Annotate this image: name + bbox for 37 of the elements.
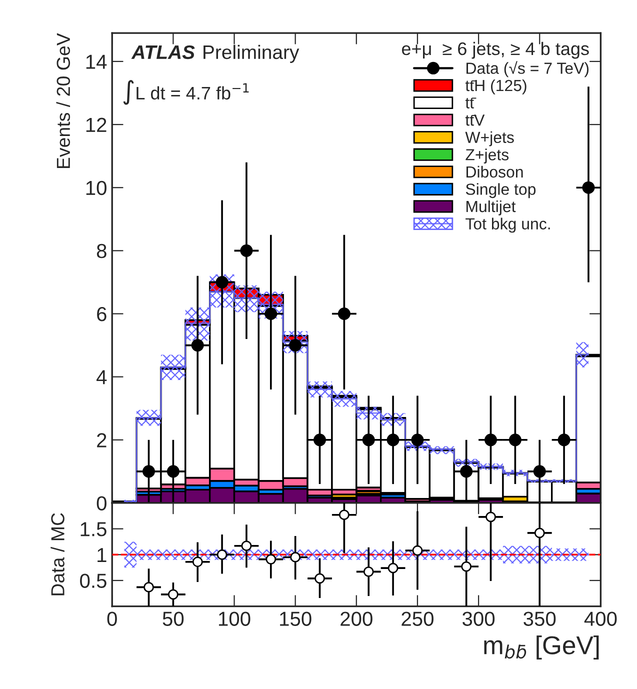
legend-label: tt̄V	[465, 114, 485, 126]
x-tick-label: 50	[162, 612, 184, 626]
y-tick-label: 8	[96, 244, 106, 258]
legend-label: Data (√s = 7 TeV)	[466, 61, 589, 78]
x-tick-label: 350	[524, 612, 556, 626]
x-axis-title: m$_{bb̄}$ [GeV]	[484, 636, 599, 660]
x-tick-label: 200	[340, 612, 372, 626]
legend-label: tt̄	[465, 98, 476, 108]
x-tick-label: 100	[218, 612, 250, 626]
legend-label: tt̄H (125)	[465, 79, 526, 94]
y-tick-label: 1.5	[80, 522, 106, 536]
y-axis-title: Data / MC	[50, 513, 64, 596]
y-tick-label: 12	[86, 118, 106, 132]
annotation: ∫L dt = 4.7 fb$^{−1}$	[123, 80, 249, 105]
y-tick-label: 10	[86, 180, 106, 196]
x-tick-label: 300	[462, 612, 495, 626]
y-tick-label: 1	[98, 548, 106, 562]
legend-label: Tot bkg unc.	[466, 218, 550, 233]
legend-label: W+jets	[465, 131, 514, 146]
legend-label: Z+jets	[466, 148, 509, 164]
legend-label: Multijet	[466, 200, 516, 216]
y-tick-label: 0	[96, 496, 106, 510]
x-tick-label: 150	[280, 612, 312, 626]
annotation: Preliminary	[204, 44, 300, 63]
x-tick-label: 0	[107, 612, 117, 626]
legend-label: Diboson	[466, 166, 523, 178]
y-tick-label: 6	[97, 306, 106, 322]
legend-label: Single top	[466, 183, 536, 198]
annotation: ATLAS	[131, 45, 195, 60]
y-tick-label: 2	[97, 433, 106, 448]
y-tick-label: 4	[96, 370, 107, 384]
y-axis-title: Events / 20 GeV	[56, 33, 70, 168]
y-tick-label: 14	[86, 54, 107, 69]
legend-title: e+μ ≥ 6 jets, ≥ 4 b tags	[402, 42, 589, 59]
y-tick-label: 0.5	[80, 574, 106, 588]
x-tick-label: 250	[402, 612, 434, 626]
x-tick-label: 400	[584, 612, 617, 626]
